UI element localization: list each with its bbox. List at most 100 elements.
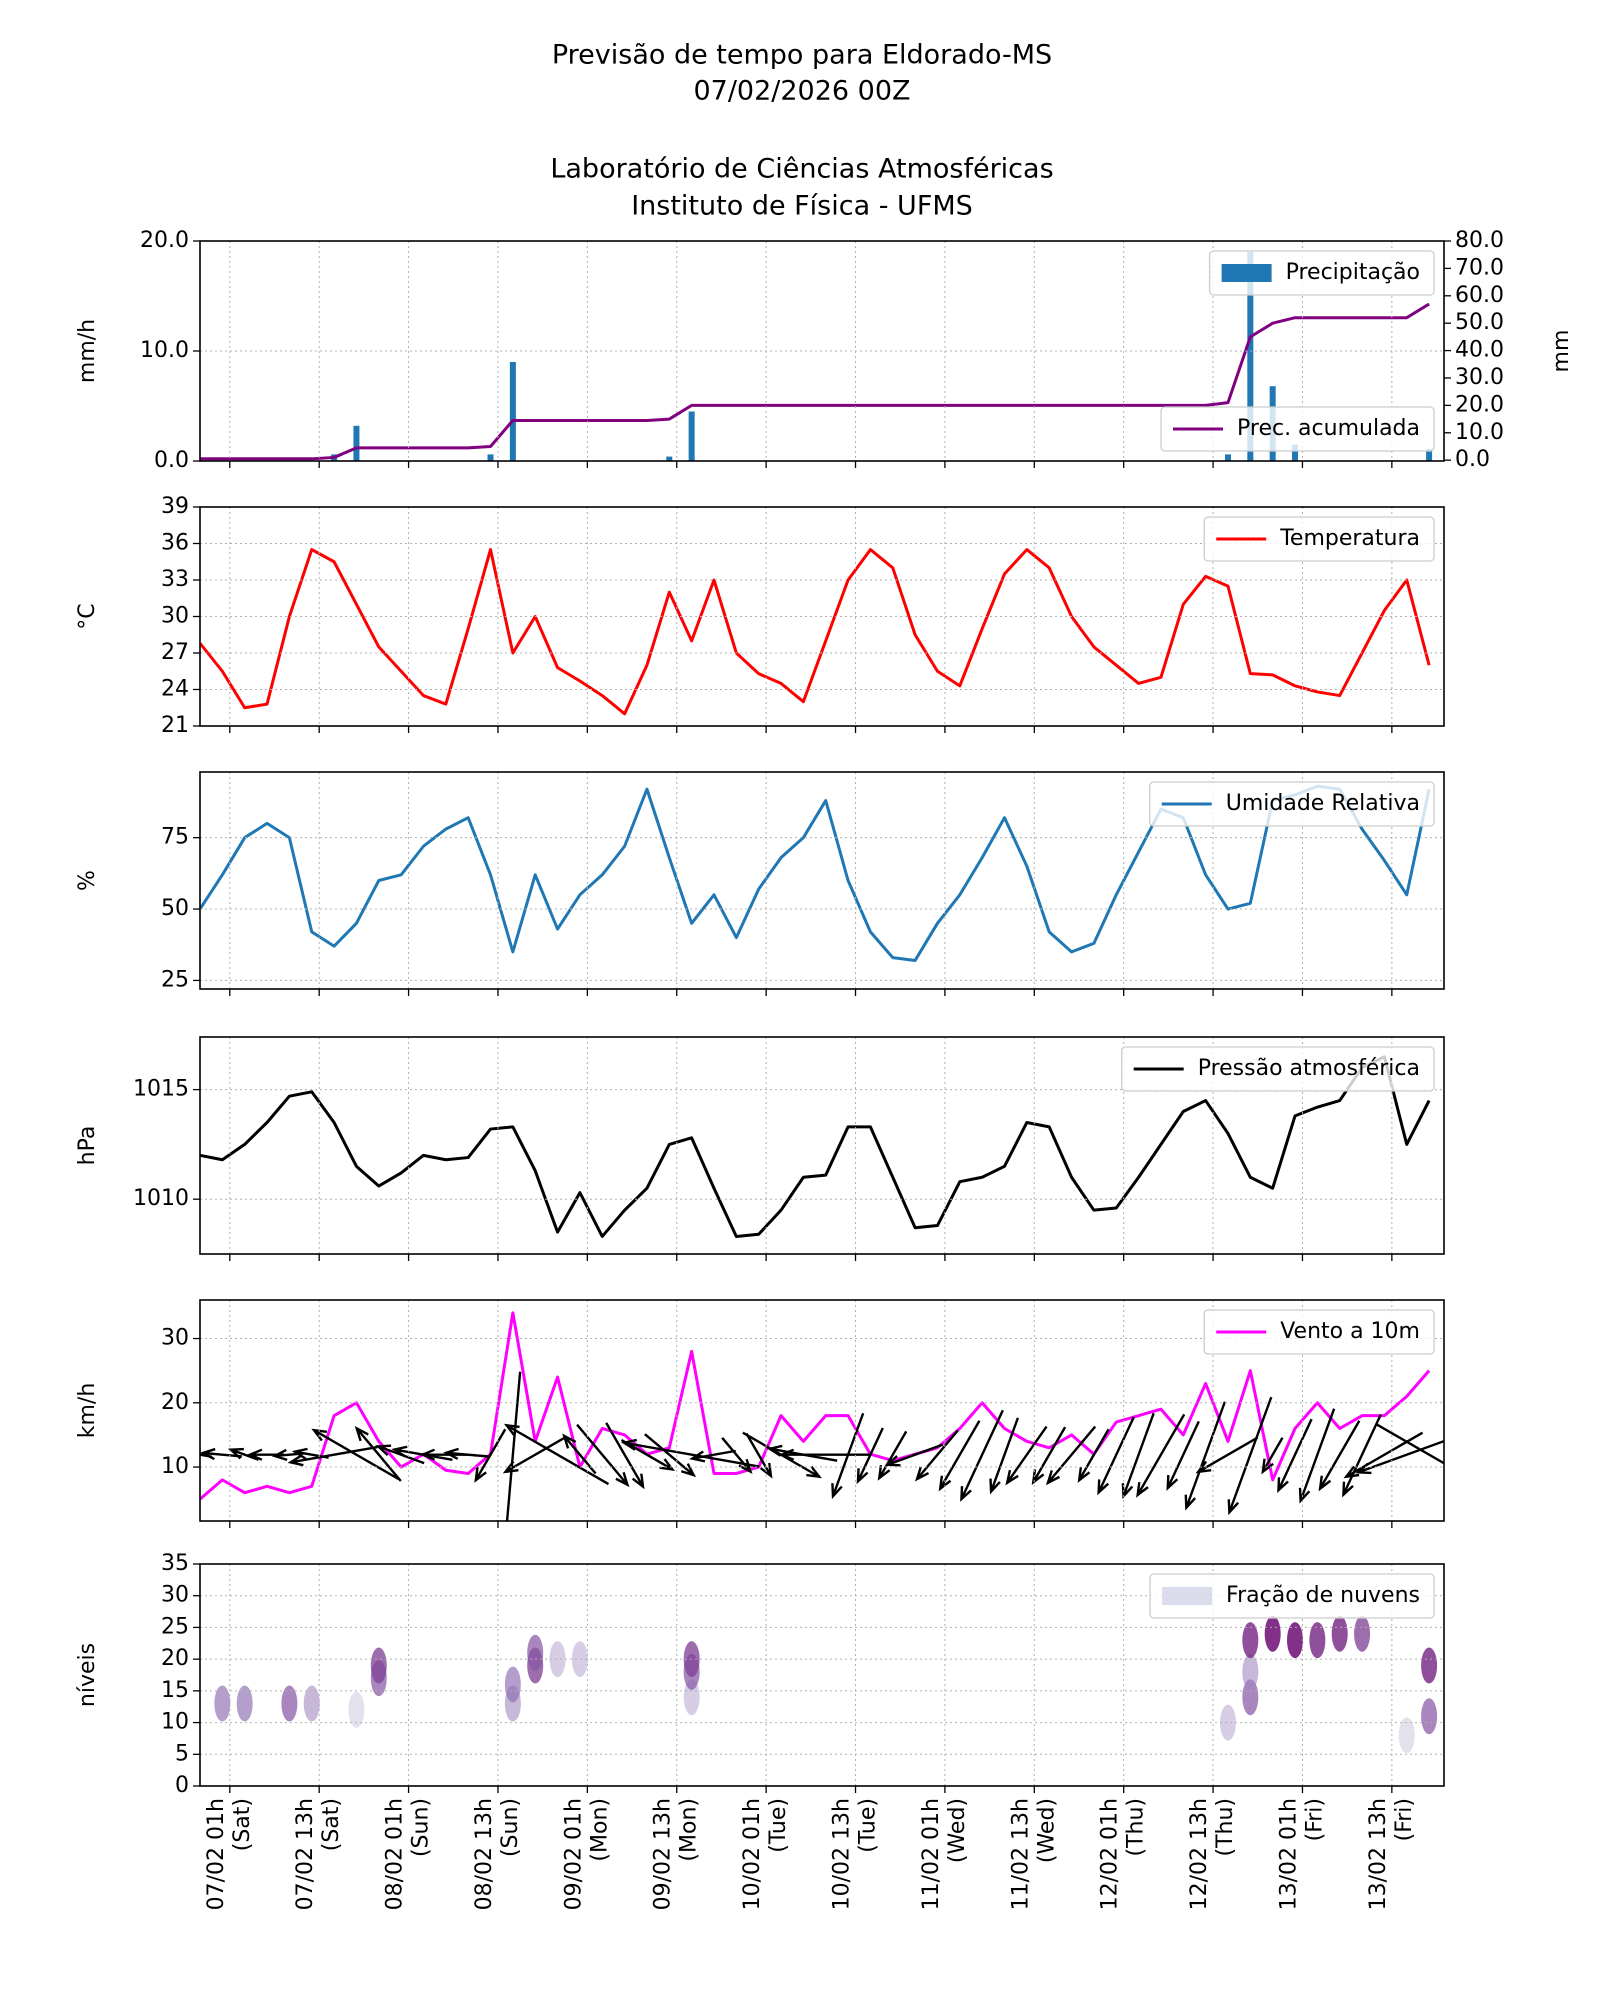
wind-arrow [1136,1413,1186,1498]
y-tick-label: 1015 [133,1077,189,1102]
wind-arrow [1298,1408,1336,1504]
x-tick-label: 09/02 13h(Mon) [651,1798,702,1910]
x-tick-label: 11/02 01h(Wed) [919,1798,970,1910]
y-tick-label: 25 [161,967,189,992]
x-tick-label: 10/02 13h(Tue) [830,1798,881,1910]
cloud-cell [281,1685,298,1722]
y2-tick-label: 0.0 [1455,447,1490,472]
y-axis-label: hPa [75,1126,100,1166]
y-tick-label: 10.0 [140,338,189,363]
axes-frame [199,240,1445,462]
bar [509,362,516,461]
wind-arrow [1343,1431,1424,1479]
wind-arrow [311,1428,400,1481]
wind-arrow [1195,1436,1259,1474]
axes-frame [199,771,1445,990]
cloud-cell [236,1685,253,1722]
cloud-cell [1331,1615,1348,1652]
wind-arrow [1277,1418,1313,1494]
y2-tick-label: 40.0 [1455,338,1504,363]
axes-frame [199,1036,1445,1255]
y-tick-label: 75 [161,825,189,850]
wind-arrow [1261,1437,1284,1475]
legend-label: Temperatura [1279,526,1420,551]
line [200,302,1430,461]
legend: Temperatura [1203,516,1435,562]
wind-arrow [1375,1423,1444,1465]
y-tick-label: 27 [161,640,189,665]
y-tick-label: 15 [161,1678,189,1703]
wind-arrow [721,1437,753,1474]
wind-arrow [621,1438,760,1468]
y-tick-label: 33 [161,567,189,592]
wind-arrow [502,1436,566,1474]
y-tick-label: 0 [175,1773,189,1798]
y-axis-label: níveis [75,1643,100,1707]
bar [666,456,673,461]
wind-arrow [605,1422,645,1490]
wind-arrow [200,1447,242,1461]
legend-label: Umidade Relativa [1226,791,1420,816]
axes-frame [199,1299,1445,1522]
axes-frame [199,506,1445,727]
wind-arrow [354,1426,402,1482]
legend-label: Vento a 10m [1280,1319,1420,1344]
wind-arrow [644,1433,697,1478]
legend-box [1203,1309,1435,1355]
y-axis-label: km/h [75,1383,100,1439]
cloud-cell [1242,1622,1259,1659]
cloud-cell [1264,1615,1281,1652]
y-tick-label: 21 [161,713,189,738]
y-tick-label: 30 [161,1583,189,1608]
wind-arrow [778,1448,870,1461]
y-tick-label: 10 [161,1454,189,1479]
y2-tick-label: 10.0 [1455,420,1504,445]
bar [1426,448,1433,461]
cloud-cell [1309,1622,1326,1659]
y-tick-label: 0.0 [154,448,189,473]
plot-area [200,548,1431,716]
cloud-cell [1398,1717,1415,1754]
x-tick-label: 07/02 13h(Sat) [293,1798,344,1910]
y2-tick-label: 20.0 [1455,392,1504,417]
wind-arrow [1355,1439,1444,1475]
line [200,1055,1431,1238]
plot-area [200,784,1431,962]
cloud-cell [1242,1679,1259,1716]
cloud-cell [1354,1615,1371,1652]
legend: Pressão atmosférica [1121,1046,1435,1092]
x-tick-label: 12/02 01h(Thu) [1098,1798,1149,1910]
y2-tick-label: 30.0 [1455,365,1504,390]
wind-arrow [287,1445,378,1467]
y-tick-label: 25 [161,1614,189,1639]
wind-arrow [1077,1428,1110,1483]
wind-arrow [989,1417,1020,1495]
wind-arrow [689,1449,736,1463]
y2-tick-label: 60.0 [1455,283,1504,308]
y-tick-label: 30 [161,1326,189,1351]
x-tick-label: 08/02 13h(Sun) [472,1798,523,1910]
legend-label: Precipitação [1286,260,1420,285]
wind-arrow [1045,1425,1097,1486]
legend: Umidade Relativa [1149,781,1435,827]
legend-box [1208,250,1435,296]
plot-area [200,1311,1444,1521]
y-tick-label: 20.0 [140,228,189,253]
wind-arrow [1227,1396,1273,1516]
cloud-cell [1219,1704,1236,1741]
subtitle-line: Laboratório de Ciências Atmosféricas [550,154,1053,185]
legend-label: Fração de nuvens [1226,1583,1420,1608]
wind-arrow [914,1429,959,1482]
plot-area [200,1055,1431,1238]
y-tick-label: 1010 [133,1186,189,1211]
cloud-cell [214,1685,231,1722]
x-tick-label: 08/02 01h(Sun) [383,1798,434,1910]
y-tick-label: 36 [161,531,189,556]
y-tick-label: 5 [175,1741,189,1766]
wind-arrow [443,1447,491,1460]
wind-arrow [227,1447,259,1461]
line [200,548,1431,716]
y-tick-label: 50 [161,896,189,921]
wind-arrow [877,1430,908,1481]
